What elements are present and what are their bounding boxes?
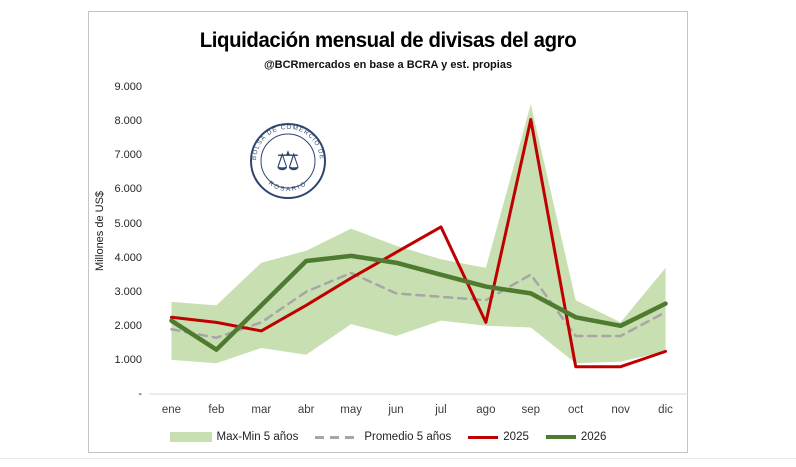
x-tick-label: jul — [435, 404, 447, 416]
y-tick-label: 2.000 — [114, 319, 142, 332]
legend-item-promedio-5-años: Promedio 5 años — [315, 431, 451, 443]
legend-swatch — [315, 435, 360, 439]
chart-subtitle: @BCRmercados en base a BCRA y est. propi… — [263, 59, 513, 71]
band-maxmin-area — [171, 104, 666, 364]
legend-swatch — [468, 435, 499, 439]
y-tick-label: 1.000 — [114, 353, 142, 366]
seal-text-bottom: ROSARIO — [267, 180, 309, 193]
x-tick-label: may — [340, 404, 362, 416]
x-tick-label: dic — [658, 404, 673, 416]
page-bottom-divider — [0, 458, 796, 459]
legend-item-max-min-5-años: Max-Min 5 años — [169, 431, 299, 443]
series-line-promedio-5-años — [170, 271, 667, 339]
chart-legend: Max-Min 5 años Promedio 5 años 2025 2026 — [89, 431, 687, 443]
legend-label: Max-Min 5 años — [216, 431, 299, 443]
y-tick-label: 8.000 — [114, 115, 142, 128]
legend-item-2025: 2025 — [468, 431, 529, 443]
x-tick-label: ago — [476, 404, 496, 416]
legend-label: 2025 — [503, 431, 529, 443]
x-tick-label: feb — [208, 404, 225, 416]
series-line-2025 — [169, 117, 668, 369]
chart-frame: Liquidación mensual de divisas del agro … — [88, 11, 688, 453]
y-tick-label: 6.000 — [114, 183, 142, 196]
seal-outer-ring — [250, 123, 326, 199]
x-tick-label: ene — [161, 404, 182, 416]
y-tick-label: 7.000 — [114, 149, 142, 162]
x-tick-label: mar — [251, 404, 272, 416]
y-tick-label: 5.000 — [114, 217, 142, 230]
bcr-seal-watermark: BOLSA DE COMERCIO DE ROSARIO ⚖ — [250, 123, 326, 199]
series-line-2026 — [169, 253, 668, 352]
x-tick-label: sep — [521, 404, 541, 416]
legend-swatch — [169, 432, 212, 442]
x-tick-label: nov — [611, 404, 630, 416]
y-axis-tick-labels: 9.000 8.000 7.000 6.000 5.000 4.000 3.000 2.000… — [89, 12, 142, 454]
chart-title: Liquidación mensual de divisas del agro — [199, 29, 577, 52]
scales-icon: ⚖ — [276, 146, 300, 176]
y-tick-label: 3.000 — [114, 285, 142, 298]
x-tick-label: oct — [568, 404, 584, 416]
legend-label: 2026 — [580, 431, 607, 443]
y-tick-label: - — [138, 388, 142, 400]
y-tick-label: 9.000 — [114, 81, 142, 94]
legend-label: Promedio 5 años — [364, 431, 452, 443]
legend-item-2026: 2026 — [545, 431, 607, 443]
seal-inner-ring — [260, 133, 316, 189]
legend-swatch — [545, 434, 576, 440]
x-axis-labels: ene feb mar abr may jun jul ago sep oct nov dic — [149, 404, 688, 419]
y-tick-label: 4.000 — [114, 251, 142, 264]
plot-area — [149, 104, 688, 395]
x-tick-label: jun — [388, 404, 404, 416]
x-tick-label: abr — [297, 404, 315, 416]
